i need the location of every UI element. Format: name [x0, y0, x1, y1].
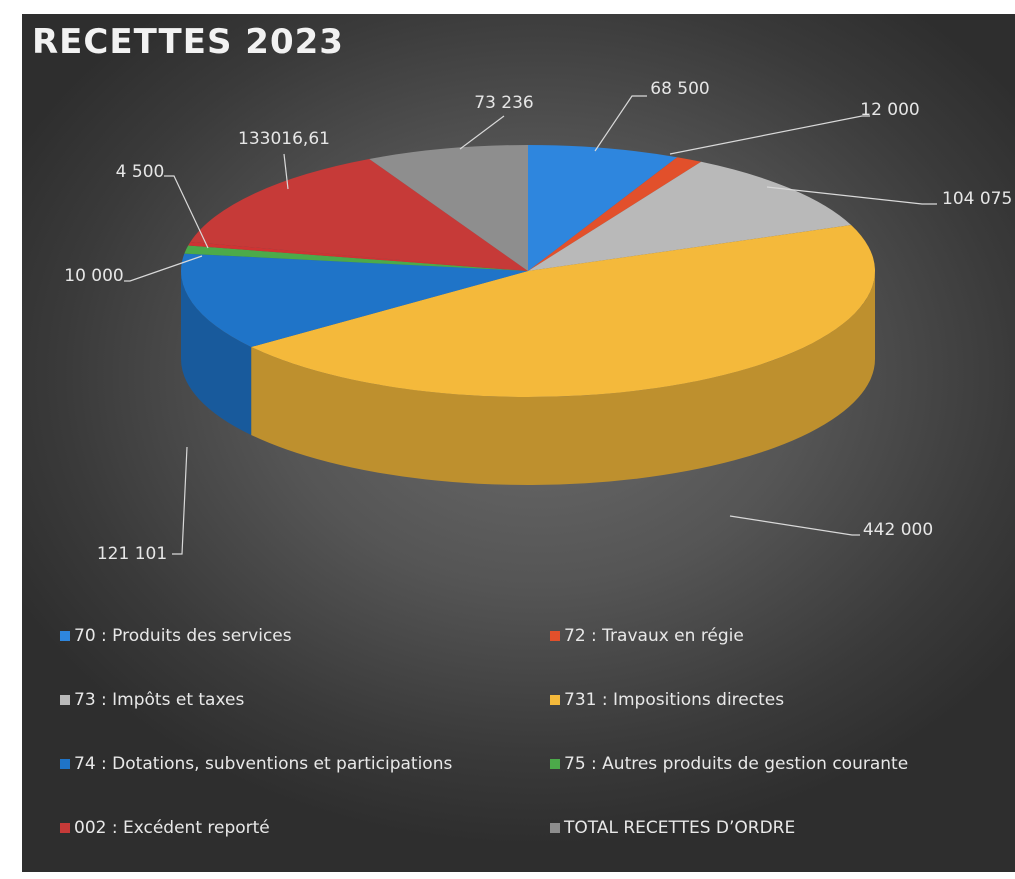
pie-side-731-impositions-directes: [251, 271, 876, 485]
legend-item-70-produits-des-services: 70 : Produits des services: [60, 626, 292, 646]
pie-slice-74-dotations-subventions-et-participations: [181, 253, 529, 347]
legend-swatch: [60, 823, 70, 833]
legend-label: 72 : Travaux en régie: [564, 626, 744, 646]
leader-line: [766, 186, 937, 205]
legend-item-72-travaux-en-r-gie: 72 : Travaux en régie: [550, 626, 744, 646]
legend-label: 73 : Impôts et taxes: [74, 690, 245, 710]
data-label: 73 236: [474, 93, 533, 113]
pie-slice-002-exc-dent-report: [188, 241, 529, 271]
legend-item-731-impositions-directes: 731 : Impositions directes: [550, 690, 784, 710]
legend-label: 731 : Impositions directes: [564, 690, 785, 710]
leader-line: [594, 95, 647, 152]
pie-slice-73-imp-ts-et-taxes: [528, 161, 852, 271]
pie-slice-75-autres-produits-de-gestion-courante: [184, 245, 528, 271]
chart-title: RECETTES 2023: [32, 22, 344, 62]
data-label: 133016,61: [238, 129, 330, 149]
data-label: 10 000: [64, 266, 123, 286]
pie-slice-731-impositions-directes: [251, 225, 876, 398]
leader-line: [172, 446, 188, 555]
leader-line: [669, 115, 870, 155]
leader-line: [164, 175, 209, 249]
legend-label: 002 : Excédent reporté: [74, 818, 270, 838]
legend-swatch: [550, 759, 560, 769]
data-label: 12 000: [860, 100, 919, 120]
data-label: 68 500: [650, 79, 709, 99]
data-label: 4 500: [116, 162, 165, 182]
pie-chart: 68 500 12 000 104 075 442 000 121 101 10 000 4…: [64, 79, 1012, 564]
legend-item-total-recettes-d-ordre: TOTAL RECETTES D’ORDRE: [550, 818, 795, 838]
data-label: 442 000: [863, 520, 933, 540]
leader-line: [459, 115, 505, 150]
data-label: 104 075: [942, 189, 1012, 209]
legend-swatch: [60, 759, 70, 769]
leader-line: [729, 515, 860, 536]
legend-item-002-exc-dent-report: 002 : Excédent reporté: [60, 818, 270, 838]
leader-line: [283, 153, 289, 190]
data-labels: 68 500 12 000 104 075 442 000 121 101 10 000 4…: [64, 79, 1012, 564]
legend-swatch: [550, 695, 560, 705]
legend-item-75-autres-produits-de-gestion-courante: 75 : Autres produits de gestion courante: [550, 754, 908, 774]
legend-swatch: [550, 823, 560, 833]
legend-item-73-imp-ts-et-taxes: 73 : Impôts et taxes: [60, 690, 244, 710]
leader-line: [124, 255, 203, 282]
legend-label: TOTAL RECETTES D’ORDRE: [564, 818, 796, 838]
pie-slice-002-exc-dent-report: [190, 158, 528, 271]
legend-label: 75 : Autres produits de gestion courante: [564, 754, 909, 774]
pie-side-74-dotations-subventions-et-participations: [181, 271, 252, 435]
legend-swatch: [60, 631, 70, 641]
pie-slice-total-recettes-d-ordre: [369, 145, 528, 271]
pie-slice-70-produits-des-services: [528, 145, 678, 271]
legend-label: 74 : Dotations, subventions et participa…: [74, 754, 453, 774]
legend-swatch: [60, 695, 70, 705]
pie-side: [181, 271, 876, 485]
legend-item-74-dotations-subventions-et-participations: 74 : Dotations, subventions et participa…: [60, 754, 452, 774]
pie-slice-72-travaux-en-r-gie: [528, 157, 702, 271]
data-label: 121 101: [97, 544, 167, 564]
legend-swatch: [550, 631, 560, 641]
legend-label: 70 : Produits des services: [74, 626, 292, 646]
chart-card: RECETTES 2023 68 500 12 000 104 075 442 000…: [22, 14, 1015, 872]
pie-top: [181, 145, 876, 398]
